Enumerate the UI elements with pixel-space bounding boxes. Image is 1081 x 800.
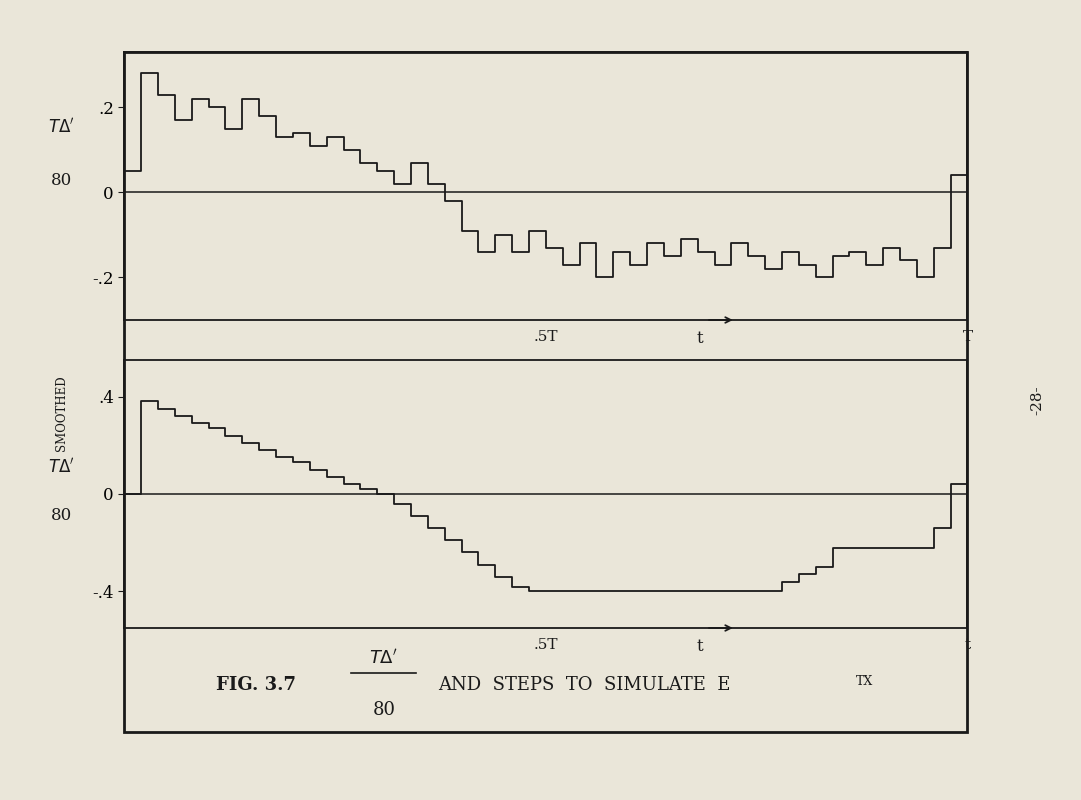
Text: SMOOTHED: SMOOTHED: [54, 376, 68, 451]
Text: 80: 80: [372, 701, 396, 719]
Text: FIG. 3.7: FIG. 3.7: [216, 676, 296, 694]
Text: $T\Delta'$: $T\Delta'$: [370, 649, 398, 667]
Text: AND  STEPS  TO  SIMULATE  E: AND STEPS TO SIMULATE E: [438, 676, 731, 694]
Text: t: t: [697, 638, 704, 655]
Text: $T\Delta'$: $T\Delta'$: [48, 458, 75, 477]
Text: t: t: [697, 330, 704, 347]
Text: 80: 80: [51, 172, 71, 189]
Text: TX: TX: [856, 674, 873, 688]
Text: .5T: .5T: [534, 638, 558, 652]
Point: [80, 364, 93, 374]
Text: T: T: [962, 330, 973, 344]
Text: $T\Delta'$: $T\Delta'$: [48, 118, 75, 137]
Text: t: t: [964, 638, 971, 652]
Text: .5T: .5T: [534, 330, 558, 344]
Text: 80: 80: [51, 507, 71, 524]
Point: [34, 364, 46, 374]
Text: -28-: -28-: [1031, 385, 1044, 415]
